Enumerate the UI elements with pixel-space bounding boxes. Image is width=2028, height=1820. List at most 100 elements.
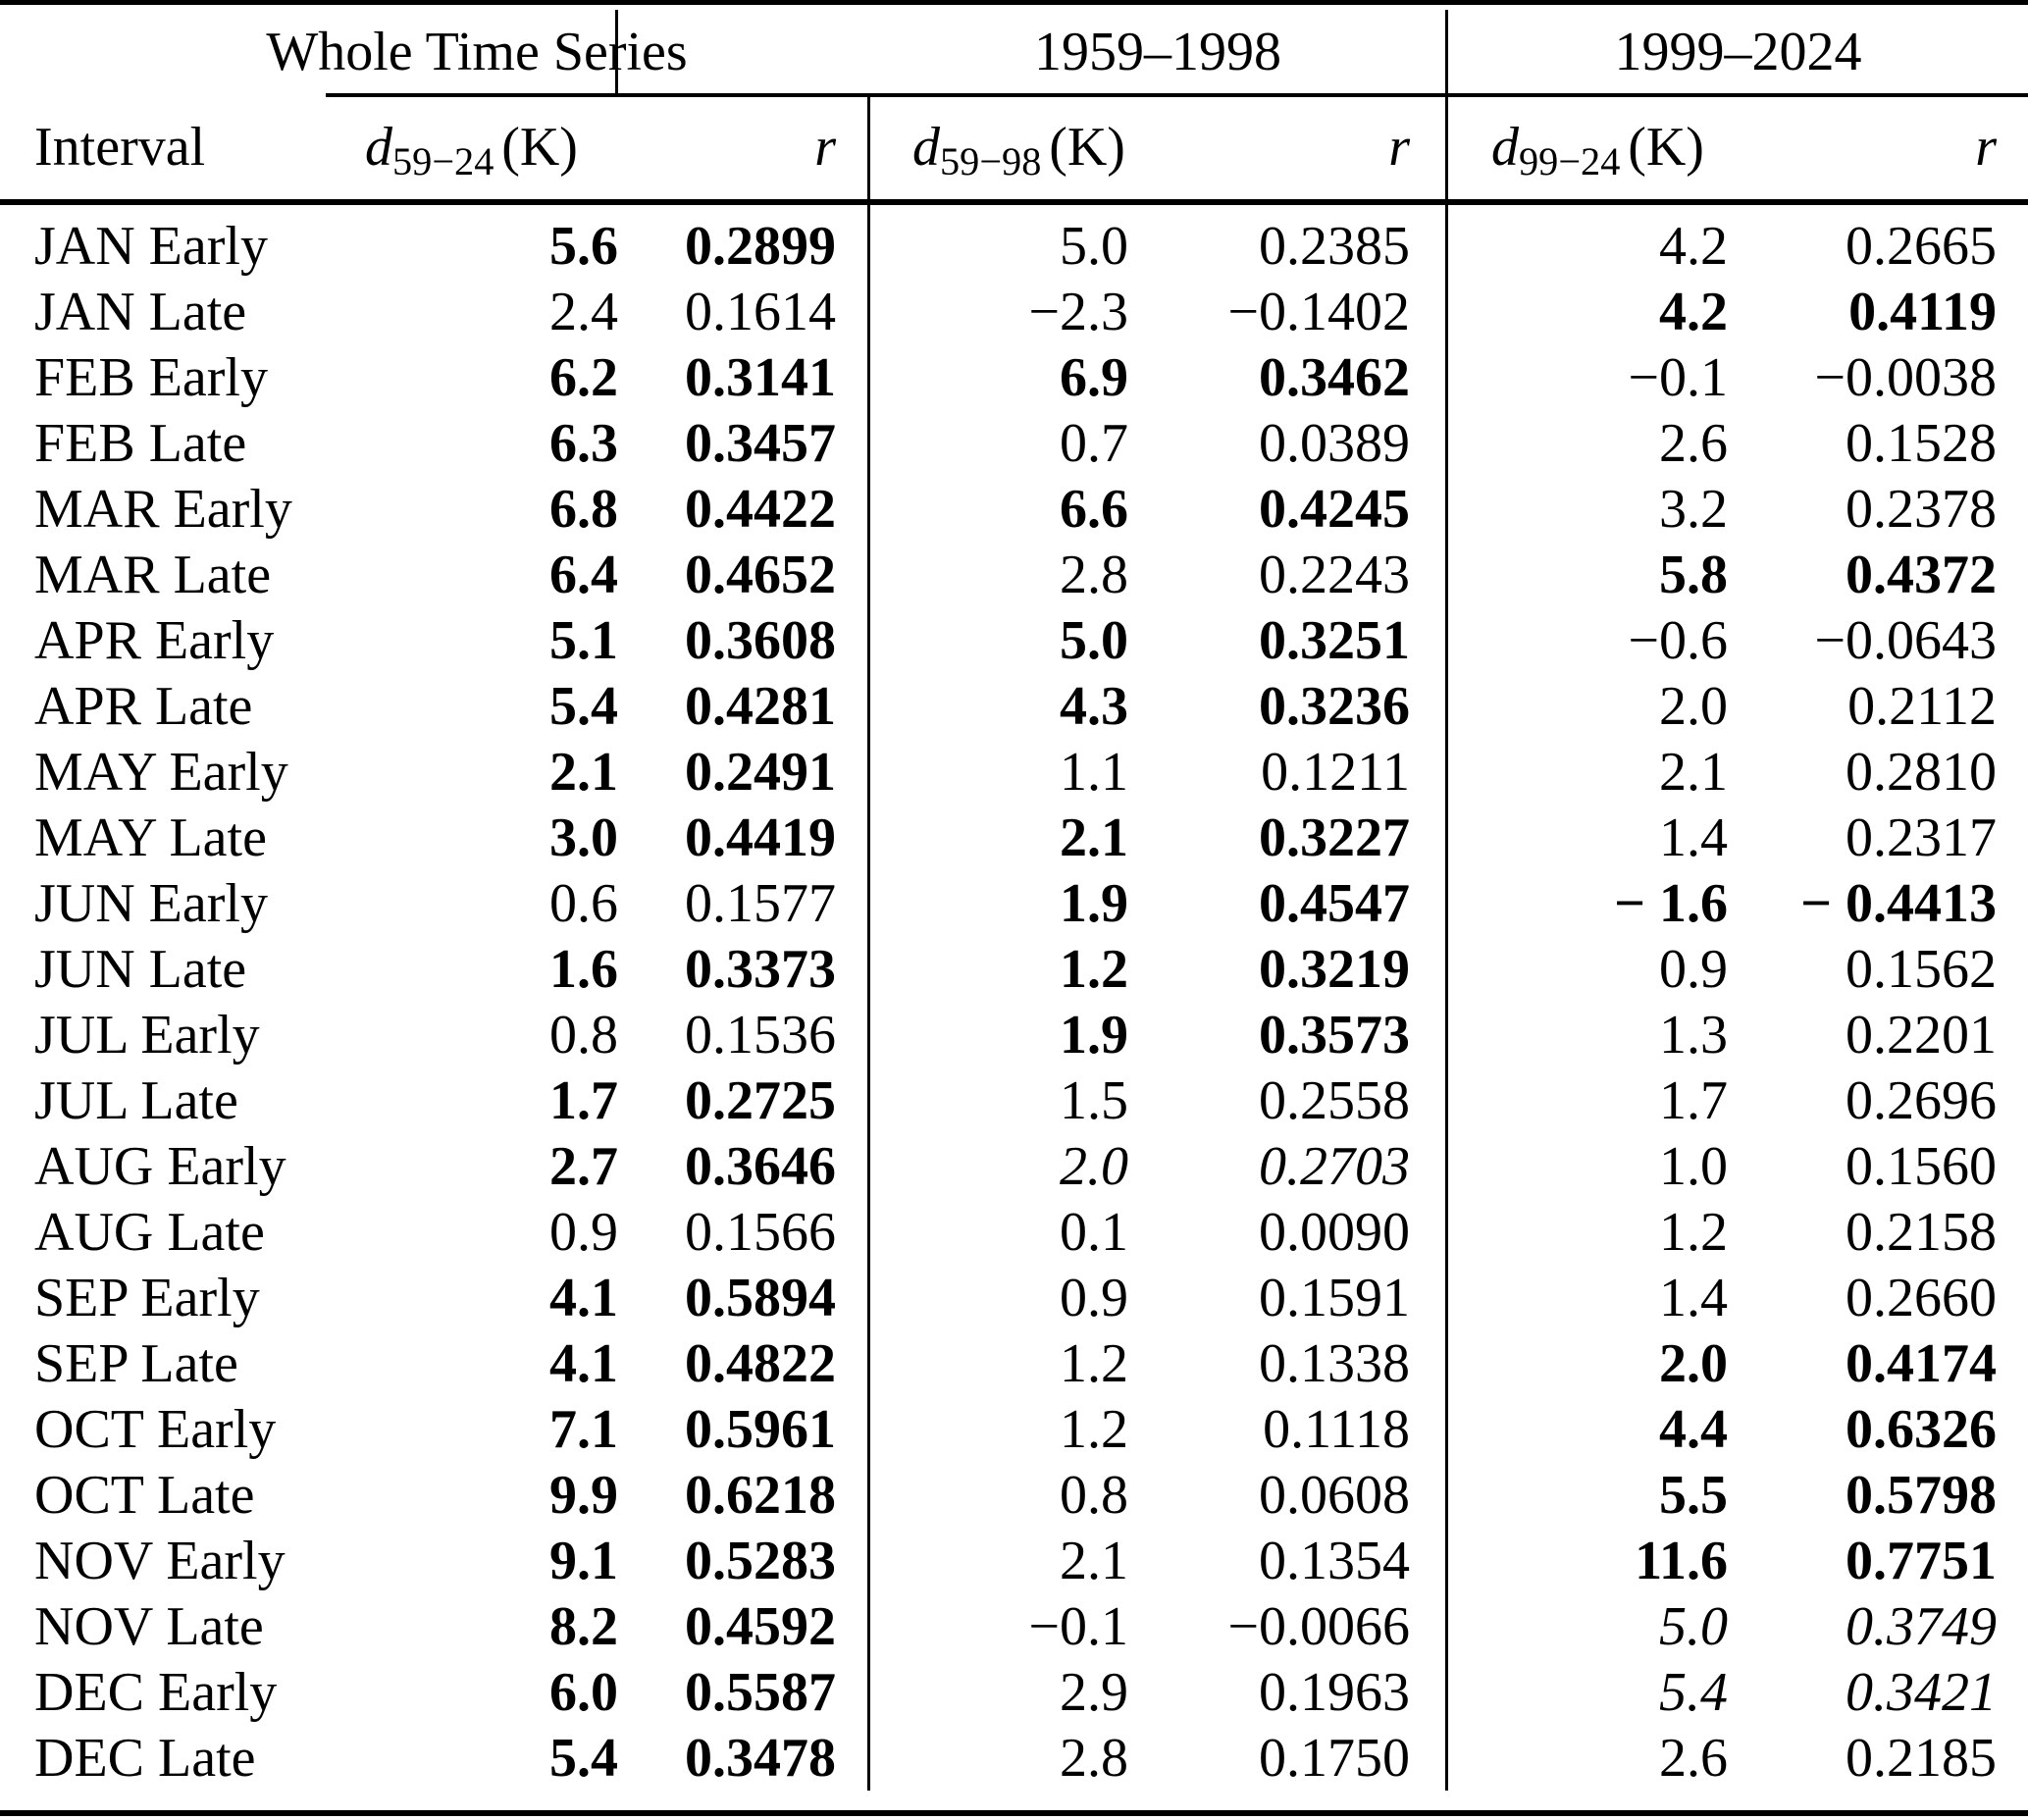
cell-interval-row5: MAR Early [34,478,292,540]
cell-d2-row1: 5.0 [1060,215,1128,277]
cell-d2-row12: 1.2 [1060,938,1128,1000]
cell-interval-row2: JAN Late [34,281,247,342]
cell-d2-row5: 6.6 [1060,478,1128,540]
cell-d3-row7: −0.6 [1628,609,1728,671]
cell-interval-row1: JAN Early [34,215,268,277]
cell-r2-row7: 0.3251 [1128,607,1448,673]
cell-d2-row11: 1.9 [1060,872,1128,934]
cell-r2-row21: 0.1354 [1128,1528,1448,1593]
col-header-d99-24: d99−24 (K) [1448,93,1733,201]
cell-d3-row16: 1.2 [1659,1201,1728,1263]
cell-r3-row6: 0.4372 [1846,544,1997,605]
d59-24-label: d59−24 (K) [365,117,578,184]
cell-interval-row4: FEB Late [34,412,247,474]
cell-r2-row18: 0.1338 [1128,1330,1448,1396]
cell-d1-row7: 5.1 [549,609,618,671]
cell-r3-row14: 0.2696 [1846,1069,1997,1131]
cell-r2-row8: 0.3236 [1128,673,1448,739]
cell-r1-row2: 0.1614 [618,279,870,344]
cell-interval-row18: SEP Late [34,1332,238,1394]
cell-d1-row2: 2.4 [549,281,618,342]
cell-d1-row16: 0.9 [549,1201,618,1263]
cell-r1-row5: 0.4422 [618,476,870,542]
cell-d1-row6: 6.4 [549,544,618,605]
cell-d3-row21: 11.6 [1635,1530,1728,1591]
cell-r3-row10: 0.2317 [1846,806,1997,868]
cell-r3-row11: − 0.4413 [1800,872,1997,934]
d99-24-label: d99−24 (K) [1491,117,1704,184]
cell-r2-row12: 0.3219 [1128,936,1448,1002]
col-header-d59-98: d59−98 (K) [870,93,1128,201]
cell-d1-row14: 1.7 [549,1069,618,1131]
cell-d3-row24: 2.6 [1659,1727,1728,1789]
cell-r1-row7: 0.3608 [618,607,870,673]
cell-r1-row13: 0.1536 [618,1002,870,1067]
cell-r1-row21: 0.5283 [618,1528,870,1593]
cell-d1-row24: 5.4 [549,1727,618,1789]
section-header-1999-2024: 1999–2024 [1614,21,1862,82]
cell-d3-row19: 4.4 [1659,1398,1728,1460]
cell-d3-row5: 3.2 [1659,478,1728,540]
cell-d3-row11: − 1.6 [1614,872,1728,934]
cell-d2-row9: 1.1 [1060,741,1128,803]
cell-r3-row12: 0.1562 [1846,938,1997,1000]
cell-d2-row6: 2.8 [1060,544,1128,605]
cell-r3-row7: −0.0643 [1814,609,1997,671]
cell-d1-row5: 6.8 [549,478,618,540]
cell-interval-row11: JUN Early [34,872,268,934]
cell-r2-row6: 0.2243 [1128,542,1448,607]
cell-r1-row6: 0.4652 [618,542,870,607]
cell-r1-row24: 0.3478 [618,1725,870,1791]
cell-interval-row9: MAY Early [34,741,288,803]
cell-d2-row14: 1.5 [1060,1069,1128,1131]
cell-interval-row23: DEC Early [34,1661,278,1723]
cell-r2-row10: 0.3227 [1128,805,1448,870]
cell-r3-row8: 0.2112 [1847,675,1997,737]
cell-d2-row7: 5.0 [1060,609,1128,671]
cell-r3-row9: 0.2810 [1846,741,1997,803]
cell-interval-row8: APR Late [34,675,253,737]
cell-d3-row13: 1.3 [1659,1004,1728,1066]
cell-d2-row16: 0.1 [1060,1201,1128,1263]
cell-d3-row9: 2.1 [1659,741,1728,803]
cell-d1-row13: 0.8 [549,1004,618,1066]
cell-r2-row23: 0.1963 [1128,1659,1448,1725]
cell-r2-row16: 0.0090 [1128,1199,1448,1265]
cell-d2-row24: 2.8 [1060,1727,1128,1789]
cell-r2-row3: 0.3462 [1128,344,1448,410]
cell-d2-row8: 4.3 [1060,675,1128,737]
body-spacer-mid [870,201,1448,213]
cell-d2-row20: 0.8 [1060,1464,1128,1526]
top-rule [0,0,2028,5]
cell-r1-row23: 0.5587 [618,1659,870,1725]
cell-d3-row3: −0.1 [1628,346,1728,408]
cell-d2-row4: 0.7 [1060,412,1128,474]
cell-r1-row17: 0.5894 [618,1265,870,1330]
cell-d3-row20: 5.5 [1659,1464,1728,1526]
cell-r3-row4: 0.1528 [1846,412,1997,474]
data-table: Whole Time Series 1959–1998 1999–2024 In… [0,10,2028,1791]
col-header-r-whole: r [618,93,870,201]
cell-d1-row19: 7.1 [549,1398,618,1460]
cell-r2-row24: 0.1750 [1128,1725,1448,1791]
cell-d2-row13: 1.9 [1060,1004,1128,1066]
cell-r1-row11: 0.1577 [618,870,870,936]
section-header-underline-rule [326,93,2028,97]
cell-r1-row1: 0.2899 [618,213,870,279]
header-separator-rule [0,199,2028,205]
cell-r3-row2: 0.4119 [1848,281,1997,342]
cell-d2-row22: −0.1 [1028,1595,1128,1657]
cell-r2-row17: 0.1591 [1128,1265,1448,1330]
cell-interval-row19: OCT Early [34,1398,277,1460]
cell-d1-row23: 6.0 [549,1661,618,1723]
cell-r2-row22: −0.0066 [1128,1593,1448,1659]
col-header-d59-24: d59−24 (K) [338,93,618,201]
cell-r2-row11: 0.4547 [1128,870,1448,936]
cell-r3-row21: 0.7751 [1846,1530,1997,1591]
cell-d3-row18: 2.0 [1659,1332,1728,1394]
cell-r1-row18: 0.4822 [618,1330,870,1396]
cell-r1-row8: 0.4281 [618,673,870,739]
cell-r3-row17: 0.2660 [1846,1267,1997,1328]
cell-d1-row10: 3.0 [549,806,618,868]
cell-d2-row21: 2.1 [1060,1530,1128,1591]
